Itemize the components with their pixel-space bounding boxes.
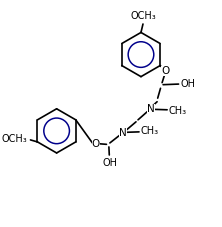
Text: N: N <box>147 104 155 114</box>
Text: OH: OH <box>180 79 195 89</box>
Text: O: O <box>161 66 169 76</box>
Text: OH: OH <box>102 158 117 168</box>
Text: O: O <box>92 139 100 149</box>
Text: OCH₃: OCH₃ <box>130 11 156 21</box>
Text: OCH₃: OCH₃ <box>2 134 28 144</box>
Text: CH₃: CH₃ <box>140 126 158 136</box>
Text: CH₃: CH₃ <box>168 106 186 116</box>
Text: N: N <box>119 128 127 138</box>
